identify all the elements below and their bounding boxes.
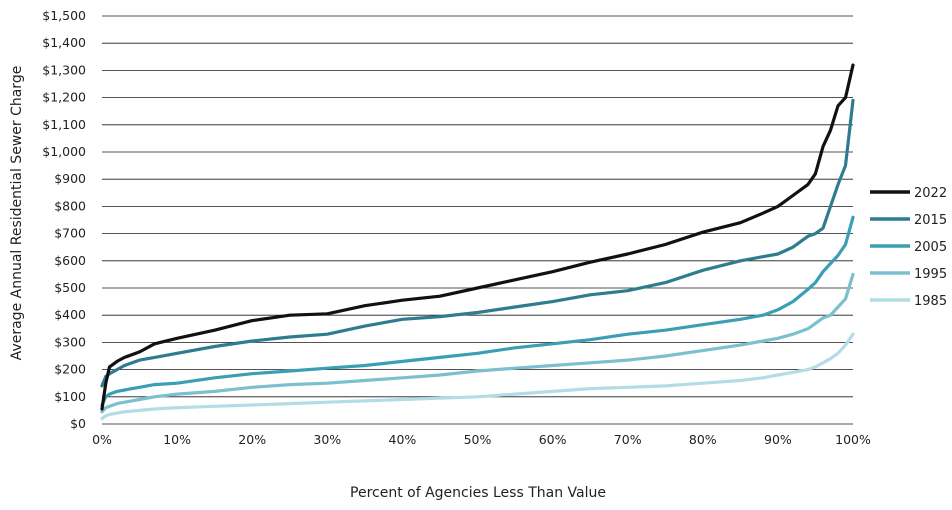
series-line-1985	[100, 332, 855, 421]
x-tick-label: 100%	[835, 432, 871, 447]
x-tick-label: 30%	[313, 432, 341, 447]
legend-label-1985: 1985	[914, 294, 947, 309]
x-tick-label: 70%	[614, 432, 642, 447]
series-lines	[100, 63, 855, 421]
y-tick-label: $1,500	[42, 8, 86, 23]
y-tick-label: $100	[54, 389, 86, 404]
y-tick-label: $200	[54, 362, 86, 377]
y-tick-label: $800	[54, 198, 86, 213]
y-tick-label: $1,200	[42, 90, 86, 105]
x-tick-label: 10%	[163, 432, 191, 447]
legend-label-2005: 2005	[914, 240, 947, 255]
x-tick-label: 60%	[539, 432, 567, 447]
y-tick-label: $1,100	[42, 117, 86, 132]
y-tick-labels: $0 $100 $200 $300 $400 $500 $600 $700 $800 $900 $1…	[42, 8, 86, 431]
y-tick-label: $1,400	[42, 35, 86, 50]
x-tick-labels: 0% 10% 20% 30% 40% 50% 60% 70% 80% 90% 100%	[92, 432, 871, 447]
y-tick-label: $600	[54, 253, 86, 268]
y-tick-label: $500	[54, 280, 86, 295]
legend-label-2015: 2015	[914, 213, 947, 228]
y-axis-title: Average Annual Residential Sewer Charge	[9, 66, 25, 361]
x-axis-title: Percent of Agencies Less Than Value	[350, 485, 606, 501]
y-tick-label: $1,300	[42, 62, 86, 77]
x-tick-label: 80%	[689, 432, 717, 447]
legend-label-2022: 2022	[914, 186, 947, 201]
y-tick-label: $0	[70, 416, 86, 431]
x-tick-label: 0%	[92, 432, 112, 447]
legend-label-1995: 1995	[914, 267, 947, 282]
legend: 2022 2015 2005 1995 1985	[870, 186, 947, 309]
x-tick-label: 90%	[764, 432, 792, 447]
y-tick-label: $400	[54, 307, 86, 322]
x-tick-label: 40%	[389, 432, 417, 447]
y-tick-label: $1,000	[42, 144, 86, 159]
series-line-2022	[100, 63, 855, 411]
x-tick-label: 50%	[464, 432, 492, 447]
series-line-2015	[100, 98, 855, 388]
x-tick-label: 20%	[238, 432, 266, 447]
series-line-1995	[100, 272, 855, 414]
y-tick-label: $300	[54, 334, 86, 349]
series-line-2005	[100, 215, 855, 407]
y-tick-label: $700	[54, 226, 86, 241]
y-tick-label: $900	[54, 171, 86, 186]
grid-layer	[102, 15, 853, 425]
